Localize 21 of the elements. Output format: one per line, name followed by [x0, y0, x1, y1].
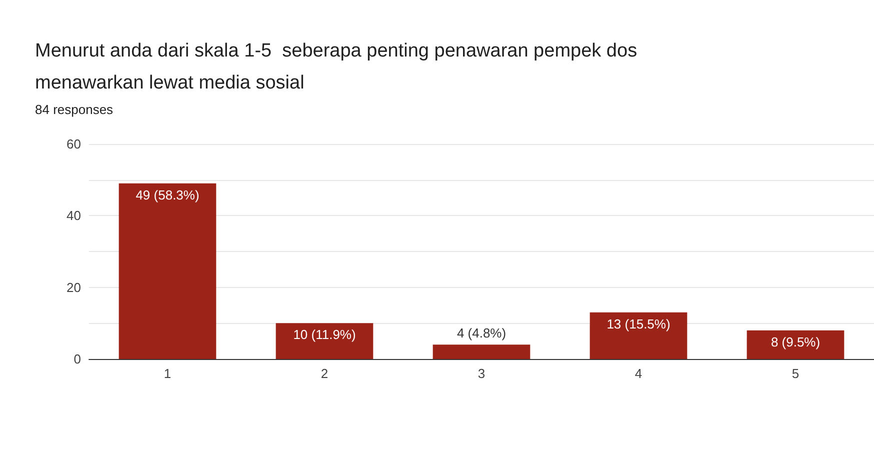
- data-label: 4 (4.8%): [456, 326, 506, 341]
- bar: [432, 344, 530, 359]
- bar: [590, 312, 688, 359]
- y-tick-label: 40: [66, 208, 81, 224]
- data-label: 49 (58.3%): [136, 187, 200, 202]
- data-label: 10 (11.9%): [293, 327, 356, 342]
- data-label: 8 (9.5%): [770, 334, 820, 350]
- bar: [276, 323, 374, 359]
- x-tick-label: 1: [164, 366, 172, 381]
- y-tick-label: 60: [66, 136, 81, 152]
- chart-title: Menurut anda dari skala 1-5 seberapa penting penawaran pempek dos menawarkan lewat media sosial: [35, 40, 638, 94]
- y-tick-label: 0: [74, 352, 81, 366]
- bar: [746, 330, 844, 359]
- data-label: 13 (15.5%): [606, 316, 670, 332]
- x-tick-label: 5: [792, 366, 800, 381]
- y-tick-label: 20: [66, 280, 81, 295]
- bar: [118, 183, 216, 359]
- chart-subtitle: 84 responses: [35, 102, 114, 117]
- x-tick-label: 2: [320, 366, 328, 381]
- x-tick-label: 4: [634, 366, 642, 381]
- x-tick-label: 3: [478, 366, 486, 381]
